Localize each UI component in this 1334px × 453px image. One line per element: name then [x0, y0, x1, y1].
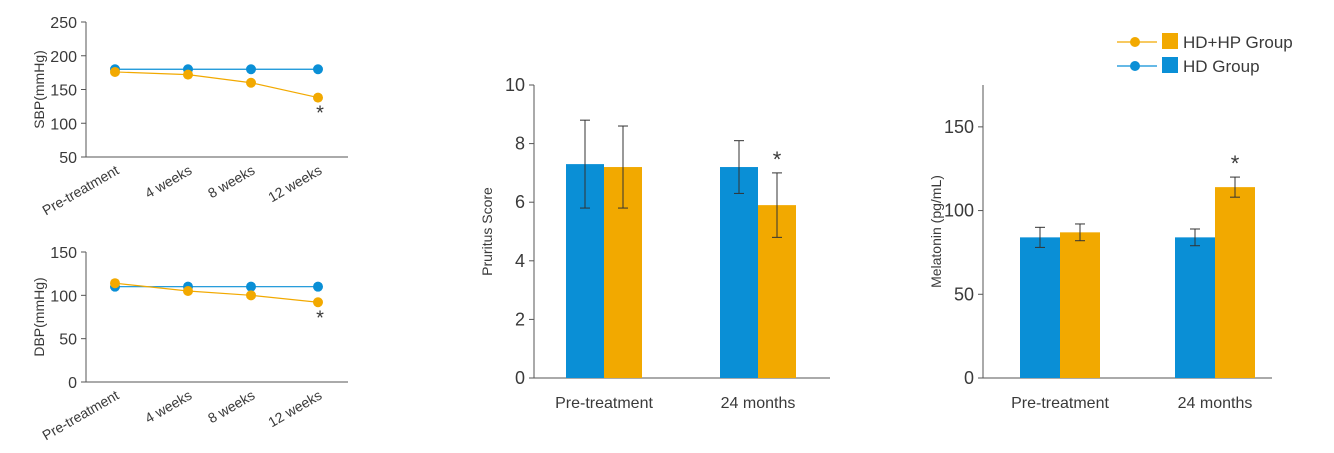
data-point-hd-hp	[183, 286, 193, 296]
x-tick-label: 4 weeks	[142, 387, 194, 427]
y-tick-label: 100	[944, 201, 974, 221]
y-tick-label: 0	[68, 375, 77, 392]
significance-mark: *	[773, 147, 782, 172]
legend-marker-hd-hp	[1130, 37, 1140, 47]
y-tick-label: 200	[50, 49, 77, 66]
data-point-hd-hp	[110, 66, 120, 77]
y-tick-label: 100	[50, 288, 77, 305]
bar-hd	[1175, 237, 1215, 378]
data-point-hd-hp	[313, 92, 323, 103]
y-tick-label: 8	[515, 134, 525, 154]
legend-label-hd: HD Group	[1183, 57, 1260, 76]
y-axis-title: Melatonin (pg/mL)	[928, 175, 944, 288]
x-tick-label: 24 months	[1178, 395, 1253, 412]
y-tick-label: 150	[50, 245, 77, 262]
x-tick-label: 8 weeks	[205, 387, 257, 427]
x-tick-label: 12 weeks	[265, 387, 324, 430]
y-tick-label: 150	[50, 83, 77, 100]
data-point-hd-hp	[110, 278, 120, 289]
bar-hd-hp	[1060, 232, 1100, 378]
y-axis-title: DBP(mmHg)	[31, 277, 47, 356]
data-point-hd-hp	[313, 297, 323, 308]
y-tick-label: 250	[50, 15, 77, 32]
data-point-hd	[246, 64, 256, 75]
legend: HD+HP Group HD Group	[1117, 33, 1293, 76]
legend-swatch-hd	[1162, 57, 1178, 73]
legend-marker-hd	[1130, 61, 1140, 71]
significance-mark: *	[1231, 151, 1240, 176]
data-point-hd-hp	[183, 69, 193, 80]
legend-label-hd-hp: HD+HP Group	[1183, 33, 1293, 52]
significance-mark: *	[316, 307, 324, 329]
y-tick-label: 6	[515, 192, 525, 212]
y-tick-label: 50	[59, 150, 77, 167]
x-tick-label: Pre-treatment	[555, 395, 653, 412]
y-tick-label: 150	[944, 117, 974, 137]
legend-item-hd: HD Group	[1117, 57, 1260, 76]
sbp-line-chart: 50 100 150 200 250 SBP(mmHg) Pre-treatment 4 we…	[31, 15, 348, 218]
legend-item-hd-hp: HD+HP Group	[1117, 33, 1293, 52]
data-point-hd	[313, 281, 323, 292]
pruritus-bar-chart: 0 2 4 6 8 10 Pruritus Score Pre-treatment 24 mon…	[479, 75, 830, 412]
y-tick-label: 50	[954, 284, 974, 304]
data-point-hd	[313, 64, 323, 75]
data-point-hd	[246, 281, 256, 292]
y-tick-label: 4	[515, 251, 525, 271]
x-tick-label: 12 weeks	[265, 162, 324, 205]
y-tick-label: 0	[964, 368, 974, 388]
y-tick-label: 2	[515, 309, 525, 329]
data-point-hd-hp	[246, 290, 256, 301]
bar-hd-hp	[1215, 187, 1255, 378]
x-tick-label: Pre-treatment	[1011, 395, 1109, 412]
significance-mark: *	[316, 103, 324, 125]
melatonin-bar-chart: 0 50 100 150 Melatonin (pg/mL) Pre-treatment 2…	[928, 85, 1272, 412]
data-point-hd-hp	[246, 77, 256, 88]
y-tick-label: 0	[515, 368, 525, 388]
series-line-hd-hp	[114, 71, 319, 99]
y-tick-label: 10	[505, 75, 525, 95]
x-tick-label: Pre-treatment	[39, 162, 121, 219]
bar-hd	[1020, 237, 1060, 378]
legend-swatch-hd-hp	[1162, 33, 1178, 49]
y-tick-label: 50	[59, 332, 77, 349]
bar-hd	[720, 167, 758, 378]
y-axis-title: SBP(mmHg)	[31, 50, 47, 129]
series-line-hd-hp	[114, 282, 319, 303]
x-tick-label: 4 weeks	[142, 162, 194, 202]
y-tick-label: 100	[50, 116, 77, 133]
x-tick-label: Pre-treatment	[39, 387, 121, 444]
x-tick-label: 8 weeks	[205, 162, 257, 202]
y-axis-title: Pruritus Score	[479, 187, 495, 276]
x-tick-label: 24 months	[721, 395, 796, 412]
